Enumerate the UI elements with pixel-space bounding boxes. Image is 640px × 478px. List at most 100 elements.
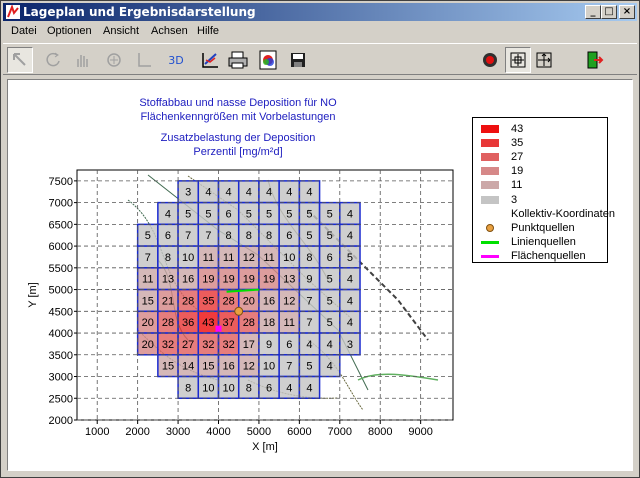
grid-cell-value: 4: [327, 361, 333, 373]
window-title: Lageplan und Ergebnisdarstellung: [23, 5, 256, 19]
legend-swatch: [481, 195, 499, 204]
legend-entry: 3: [481, 193, 518, 206]
legend-entry: Flächenquellen: [481, 250, 586, 263]
grid-cell-value: 4: [347, 317, 353, 329]
grid-cell-value: 20: [243, 295, 255, 307]
grid-cell-value: 8: [246, 230, 252, 242]
grid-cell-value: 7: [185, 230, 191, 242]
y-tick-label: 2000: [49, 415, 73, 427]
x-axis-label: X [m]: [252, 441, 278, 453]
pan-button[interactable]: [69, 47, 95, 73]
grid-cell-value: 20: [142, 339, 154, 351]
grid-cell-value: 10: [283, 252, 295, 264]
zoom-fit-icon: [510, 52, 526, 68]
grid-cell-value: 4: [327, 339, 333, 351]
menu-ansicht[interactable]: Ansicht: [103, 25, 140, 37]
grid-cell-value: 5: [327, 208, 333, 220]
grid-cell-value: 16: [263, 295, 275, 307]
grid-cell-value: 10: [222, 382, 234, 394]
grid-cell-value: 7: [205, 230, 211, 242]
zoom-button[interactable]: [101, 47, 127, 73]
legend-label: 3: [511, 193, 518, 206]
zoom-fit-button[interactable]: [505, 47, 531, 73]
plot-title-line-4: Perzentil [mg/m²d]: [193, 146, 283, 158]
grid-cell-value: 5: [306, 361, 312, 373]
plot-title-line-1: Stoffabbau und nasse Deposition für NO: [139, 97, 337, 109]
record-button[interactable]: [477, 47, 503, 73]
menu-hilfe[interactable]: Hilfe: [197, 25, 220, 37]
menu-bar: Datei Optionen Ansicht Achsen Hilfe: [3, 23, 637, 41]
select-arrow-button[interactable]: [7, 47, 33, 73]
image-export-button[interactable]: [255, 47, 281, 73]
legend-swatch: [481, 167, 499, 176]
menu-datei[interactable]: Datei: [11, 25, 37, 37]
print-button[interactable]: [225, 47, 251, 73]
y-tick-label: 6000: [49, 241, 73, 253]
grid-cell-value: 11: [203, 252, 214, 264]
title-bar: Lageplan und Ergebnisdarstellung _ □ ×: [3, 3, 637, 21]
grid-cell-value: 11: [284, 317, 295, 329]
menu-achsen[interactable]: Achsen: [151, 25, 188, 37]
grid-cell-value: 28: [162, 317, 174, 329]
grid-cell-value: 14: [182, 361, 194, 373]
chart-settings-button[interactable]: [197, 47, 223, 73]
line-source: [226, 288, 260, 293]
grid-cell-value: 4: [226, 187, 232, 199]
x-tick-label: 9000: [408, 426, 432, 438]
legend-label: 11: [511, 179, 523, 192]
grid-cell-value: 5: [145, 230, 151, 242]
app-logo-icon: [6, 5, 20, 19]
grid-cell-value: 12: [243, 252, 255, 264]
grid-cell-value: 13: [162, 274, 174, 286]
legend-label: 35: [511, 136, 524, 149]
expand-button[interactable]: [531, 47, 557, 73]
grid-cell-value: 28: [243, 317, 255, 329]
close-button[interactable]: ×: [619, 5, 635, 19]
printer-icon: [228, 51, 248, 69]
axes-button[interactable]: [131, 47, 157, 73]
save-button[interactable]: [285, 47, 311, 73]
save-disk-icon: [291, 53, 305, 67]
chart-settings-icon: [202, 53, 218, 68]
grid-cell-value: 11: [263, 252, 274, 264]
grid-cell-value: 4: [286, 187, 292, 199]
x-tick-label: 4000: [206, 426, 230, 438]
grid-cell-value: 5: [205, 208, 211, 220]
menu-optionen[interactable]: Optionen: [47, 25, 92, 37]
3d-label: 3D: [168, 53, 184, 67]
grid-cell-value: 7: [145, 252, 151, 264]
grid-cell-value: 5: [327, 274, 333, 286]
grid-cell-value: 43: [202, 317, 214, 329]
plot-title-line-3: Zusatzbelastung der Deposition: [160, 132, 316, 144]
grid-cell-value: 3: [347, 339, 353, 351]
rotate-button[interactable]: [41, 47, 67, 73]
zoom-icon: [107, 53, 121, 67]
grid-cell-value: 6: [165, 230, 171, 242]
grid-cell-value: 15: [202, 361, 214, 373]
grid-cell: [339, 332, 361, 356]
exit-button[interactable]: [581, 47, 607, 73]
grid-cell-value: 4: [306, 187, 312, 199]
legend-label: 19: [511, 165, 524, 178]
legend-entry: 27: [481, 151, 523, 163]
x-tick-label: 8000: [368, 426, 392, 438]
y-tick-label: 2500: [49, 393, 73, 405]
y-tick-label: 7000: [49, 198, 73, 210]
3d-toggle[interactable]: 3D: [163, 47, 189, 73]
legend-entry: 19: [481, 165, 524, 178]
grid-cell-value: 4: [306, 339, 312, 351]
grid-cell-value: 6: [327, 252, 333, 264]
grid-cell-value: 15: [162, 361, 174, 373]
maximize-button[interactable]: □: [601, 5, 617, 19]
grid-cell-value: 5: [327, 317, 333, 329]
grid-cell-value: 5: [327, 295, 333, 307]
legend-label: Linienquellen: [511, 236, 576, 249]
legend-label: Flächenquellen: [511, 250, 586, 263]
grid-cell-value: 5: [185, 208, 191, 220]
y-tick-label: 4500: [49, 306, 73, 318]
grid-cell-value: 19: [243, 274, 255, 286]
minimize-button[interactable]: _: [585, 5, 601, 19]
grid-cell-value: 19: [222, 274, 234, 286]
grid-cell-value: 7: [306, 317, 312, 329]
